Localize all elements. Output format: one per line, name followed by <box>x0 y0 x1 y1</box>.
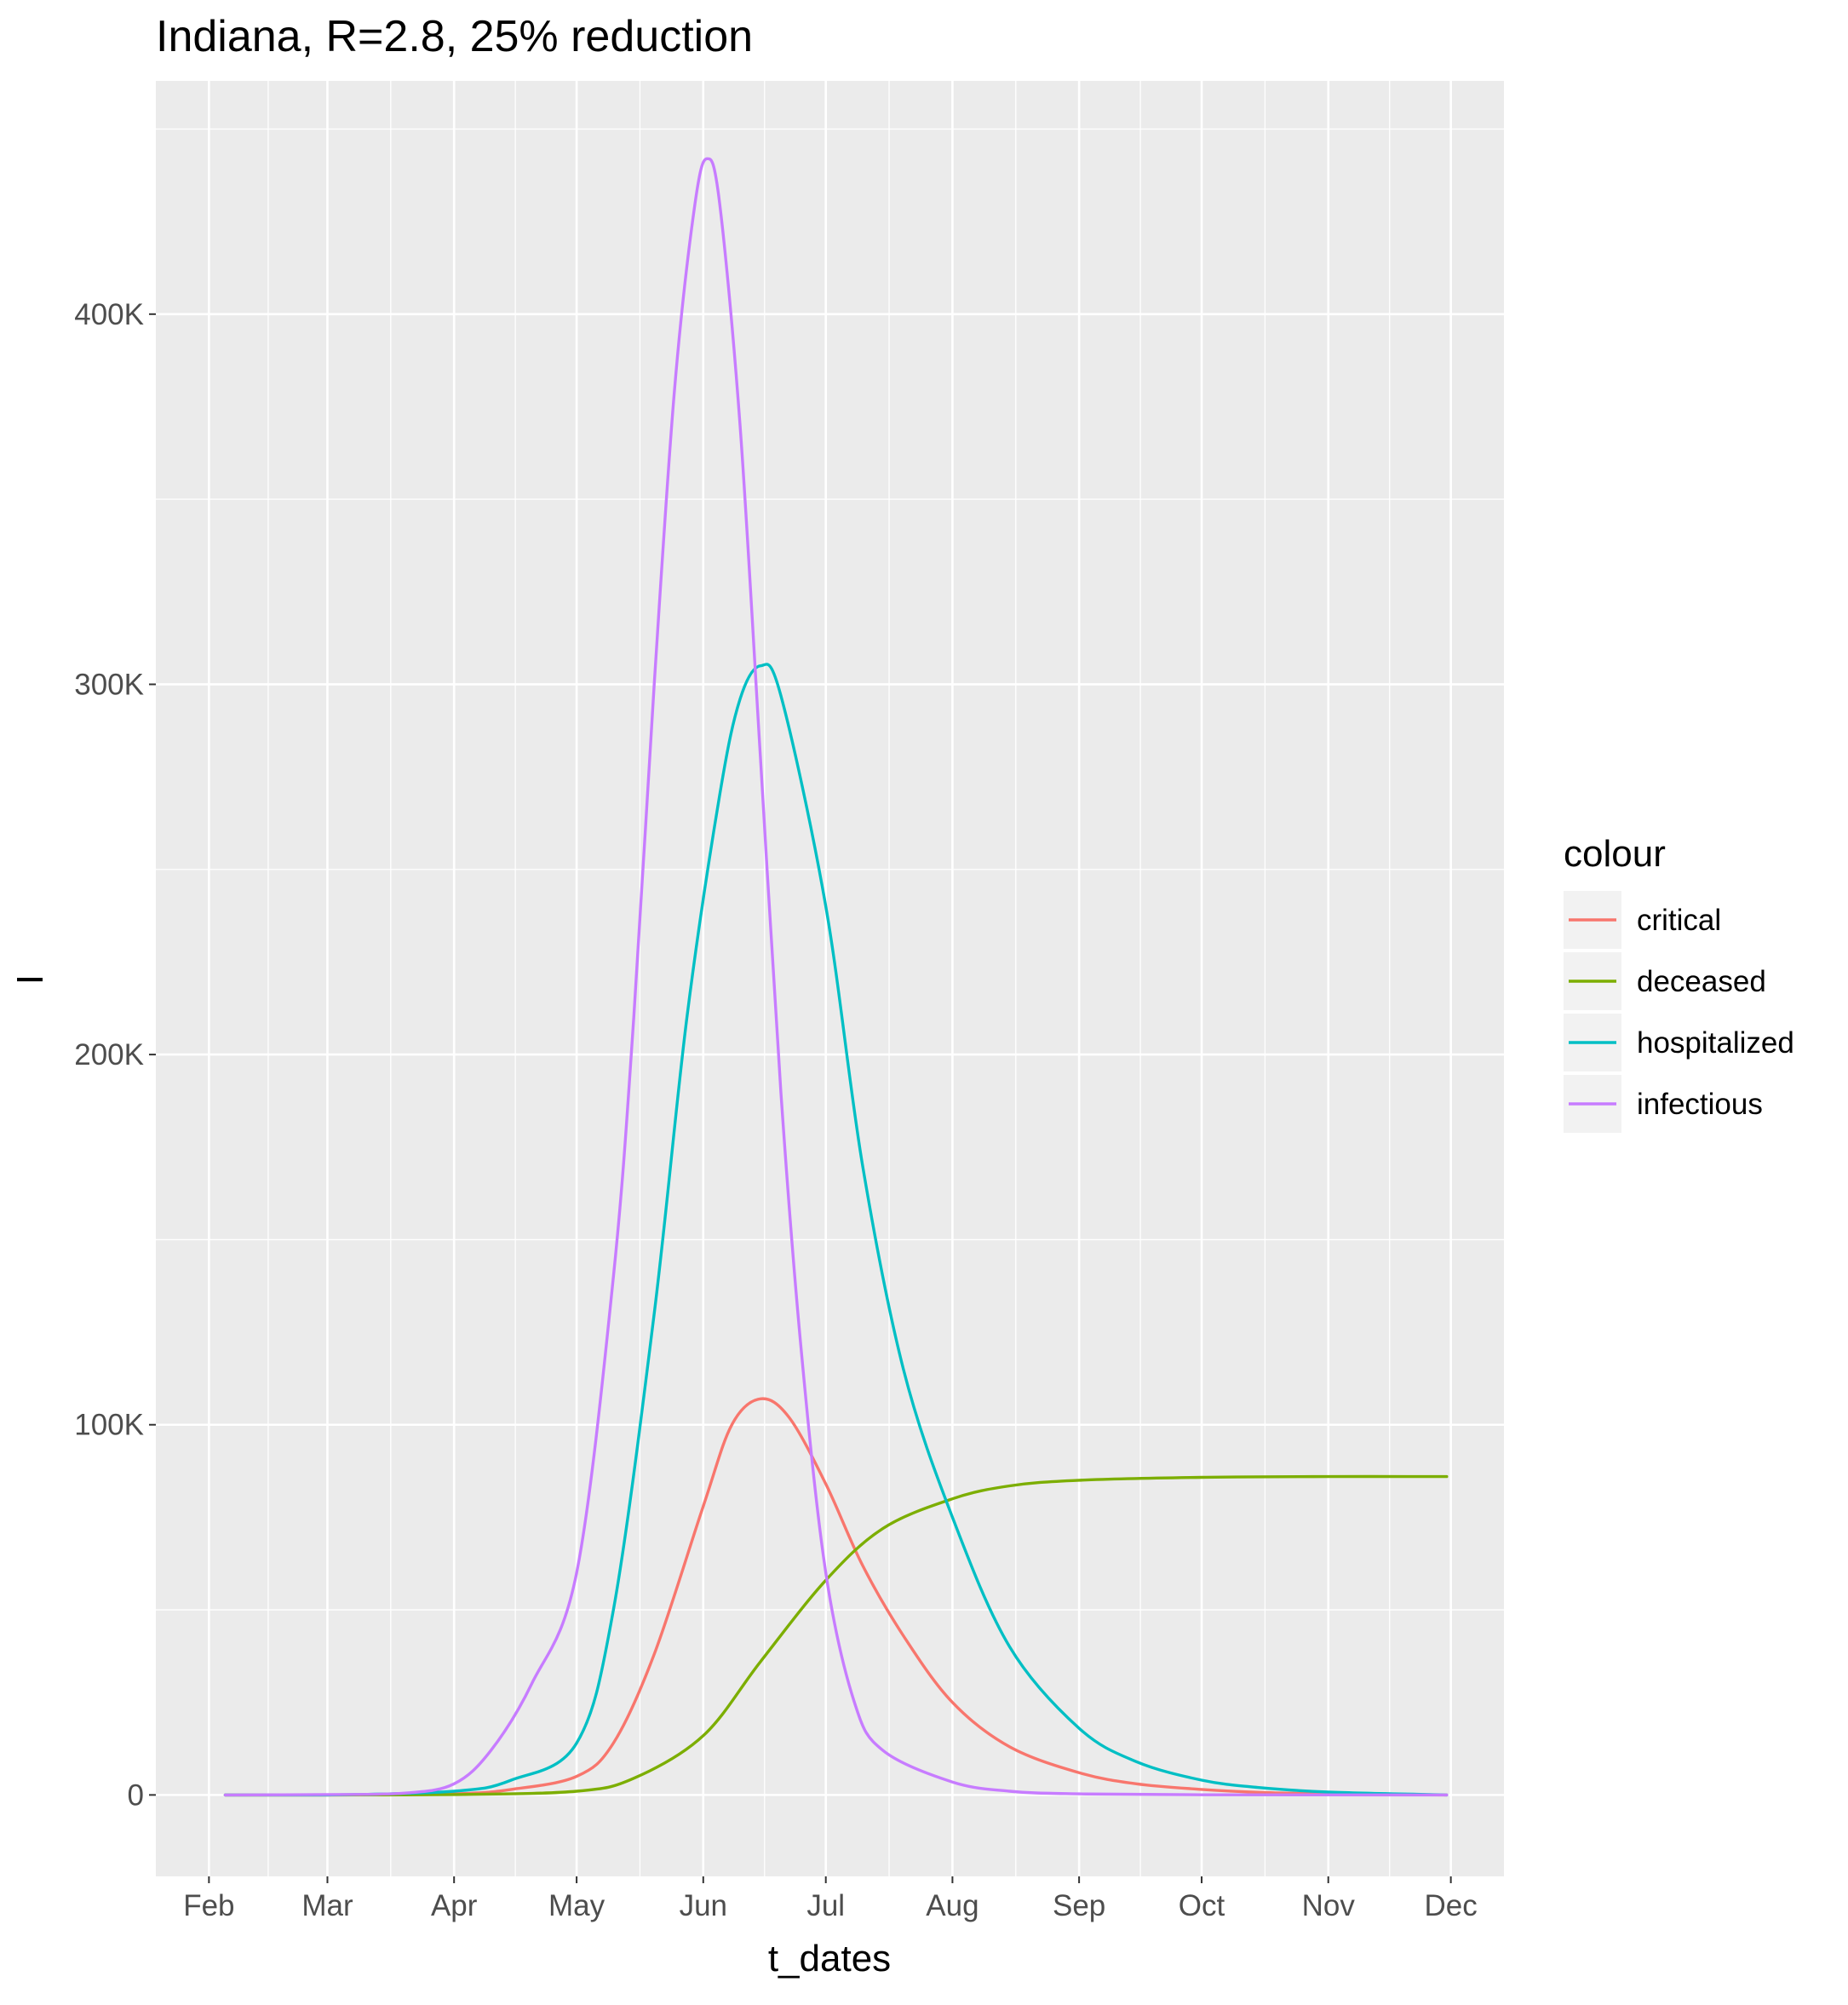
chart-title: Indiana, R=2.8, 25% reduction <box>156 12 753 61</box>
series-line-hospitalized <box>223 663 1449 1797</box>
legend: colour critical deceased hospitalized infec… <box>1564 833 1794 1133</box>
series-line-critical <box>223 1397 1449 1797</box>
series-line-infectious <box>223 157 1449 1797</box>
legend-label-hospitalized: hospitalized <box>1637 1026 1794 1060</box>
x-axis-title: t_dates <box>768 1938 891 1979</box>
x-tick-label: Jul <box>806 1889 845 1922</box>
x-tick-label: Mar <box>301 1889 353 1922</box>
x-tick-label: Dec <box>1425 1889 1478 1922</box>
x-tick-label: Sep <box>1053 1889 1105 1922</box>
x-tick-label: Jun <box>680 1889 727 1922</box>
x-tick-label: Nov <box>1302 1889 1356 1922</box>
y-tick-label: 300K <box>74 668 144 701</box>
x-axis: Feb Mar Apr May Jun Jul Aug Sep Oct Nov Dec <box>183 1876 1478 1922</box>
grid-minor <box>156 81 1504 1876</box>
legend-label-critical: critical <box>1637 904 1721 937</box>
x-tick-label: May <box>548 1889 605 1922</box>
series-line-deceased <box>223 1474 1449 1797</box>
y-tick-label: 100K <box>74 1409 144 1442</box>
grid-major <box>156 81 1504 1876</box>
y-tick-label: 200K <box>74 1038 144 1071</box>
legend-title: colour <box>1564 833 1666 875</box>
series-layer <box>223 157 1449 1797</box>
x-tick-label: Aug <box>926 1889 979 1922</box>
legend-label-deceased: deceased <box>1637 965 1766 998</box>
y-axis: 0 100K 200K 300K 400K <box>74 298 156 1812</box>
legend-label-infectious: infectious <box>1637 1088 1763 1121</box>
plot-panel <box>156 81 1504 1876</box>
x-tick-label: Apr <box>431 1889 478 1922</box>
x-tick-label: Feb <box>183 1889 234 1922</box>
y-tick-label: 400K <box>74 298 144 331</box>
y-tick-label: 0 <box>128 1778 144 1812</box>
y-axis-title: I <box>9 974 51 985</box>
x-tick-label: Oct <box>1179 1889 1225 1922</box>
